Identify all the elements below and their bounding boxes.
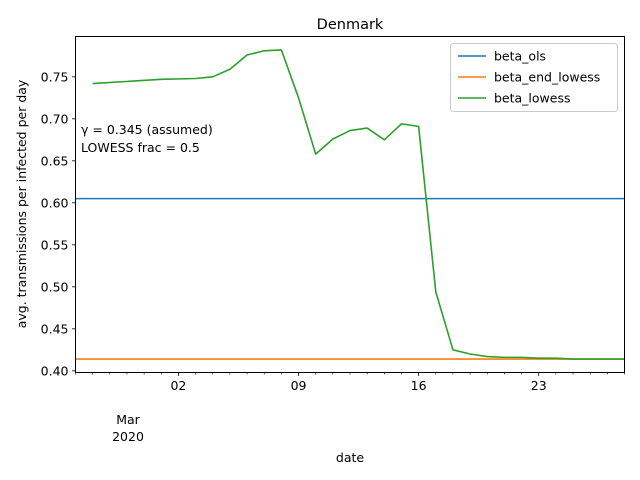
y-tick-label: 0.65 [41, 153, 69, 168]
x-tick-label: 23 [531, 378, 547, 393]
plot-area [75, 49, 625, 360]
y-tick-label: 0.70 [41, 111, 69, 126]
y-tick-label: 0.75 [41, 69, 69, 84]
x-tick-label: 16 [411, 378, 427, 393]
x-year-label: 2020 [112, 429, 144, 444]
y-tick-label: 0.50 [41, 279, 69, 294]
y-tick-label: 0.45 [41, 321, 69, 336]
x-month-label: Mar [116, 412, 140, 427]
x-tick-label: 02 [170, 378, 186, 393]
x-axis-label: date [336, 450, 364, 465]
x-tick-label: 09 [291, 378, 307, 393]
axis-ticks: 0.40 0.45 0.50 0.55 0.60 0.65 0.70 0.75 02 09 16 23… [41, 69, 625, 444]
legend-label: beta_end_lowess [494, 70, 600, 85]
y-axis-label: avg. transmissions per infected per day [14, 79, 29, 328]
series-line-beta_lowess [92, 49, 625, 360]
annotation-lowess-frac: LOWESS frac = 0.5 [81, 140, 200, 155]
chart-title: Denmark [317, 17, 384, 33]
y-tick-label: 0.55 [41, 237, 69, 252]
y-tick-label: 0.60 [41, 195, 69, 210]
legend: beta_ols beta_end_lowess beta_lowess [450, 43, 618, 112]
plot-frame [75, 36, 625, 373]
legend-label: beta_ols [494, 49, 546, 64]
annotation-gamma: γ = 0.345 (assumed) [81, 122, 213, 137]
legend-box [450, 43, 618, 112]
y-tick-label: 0.40 [41, 363, 69, 378]
legend-label: beta_lowess [494, 91, 571, 106]
